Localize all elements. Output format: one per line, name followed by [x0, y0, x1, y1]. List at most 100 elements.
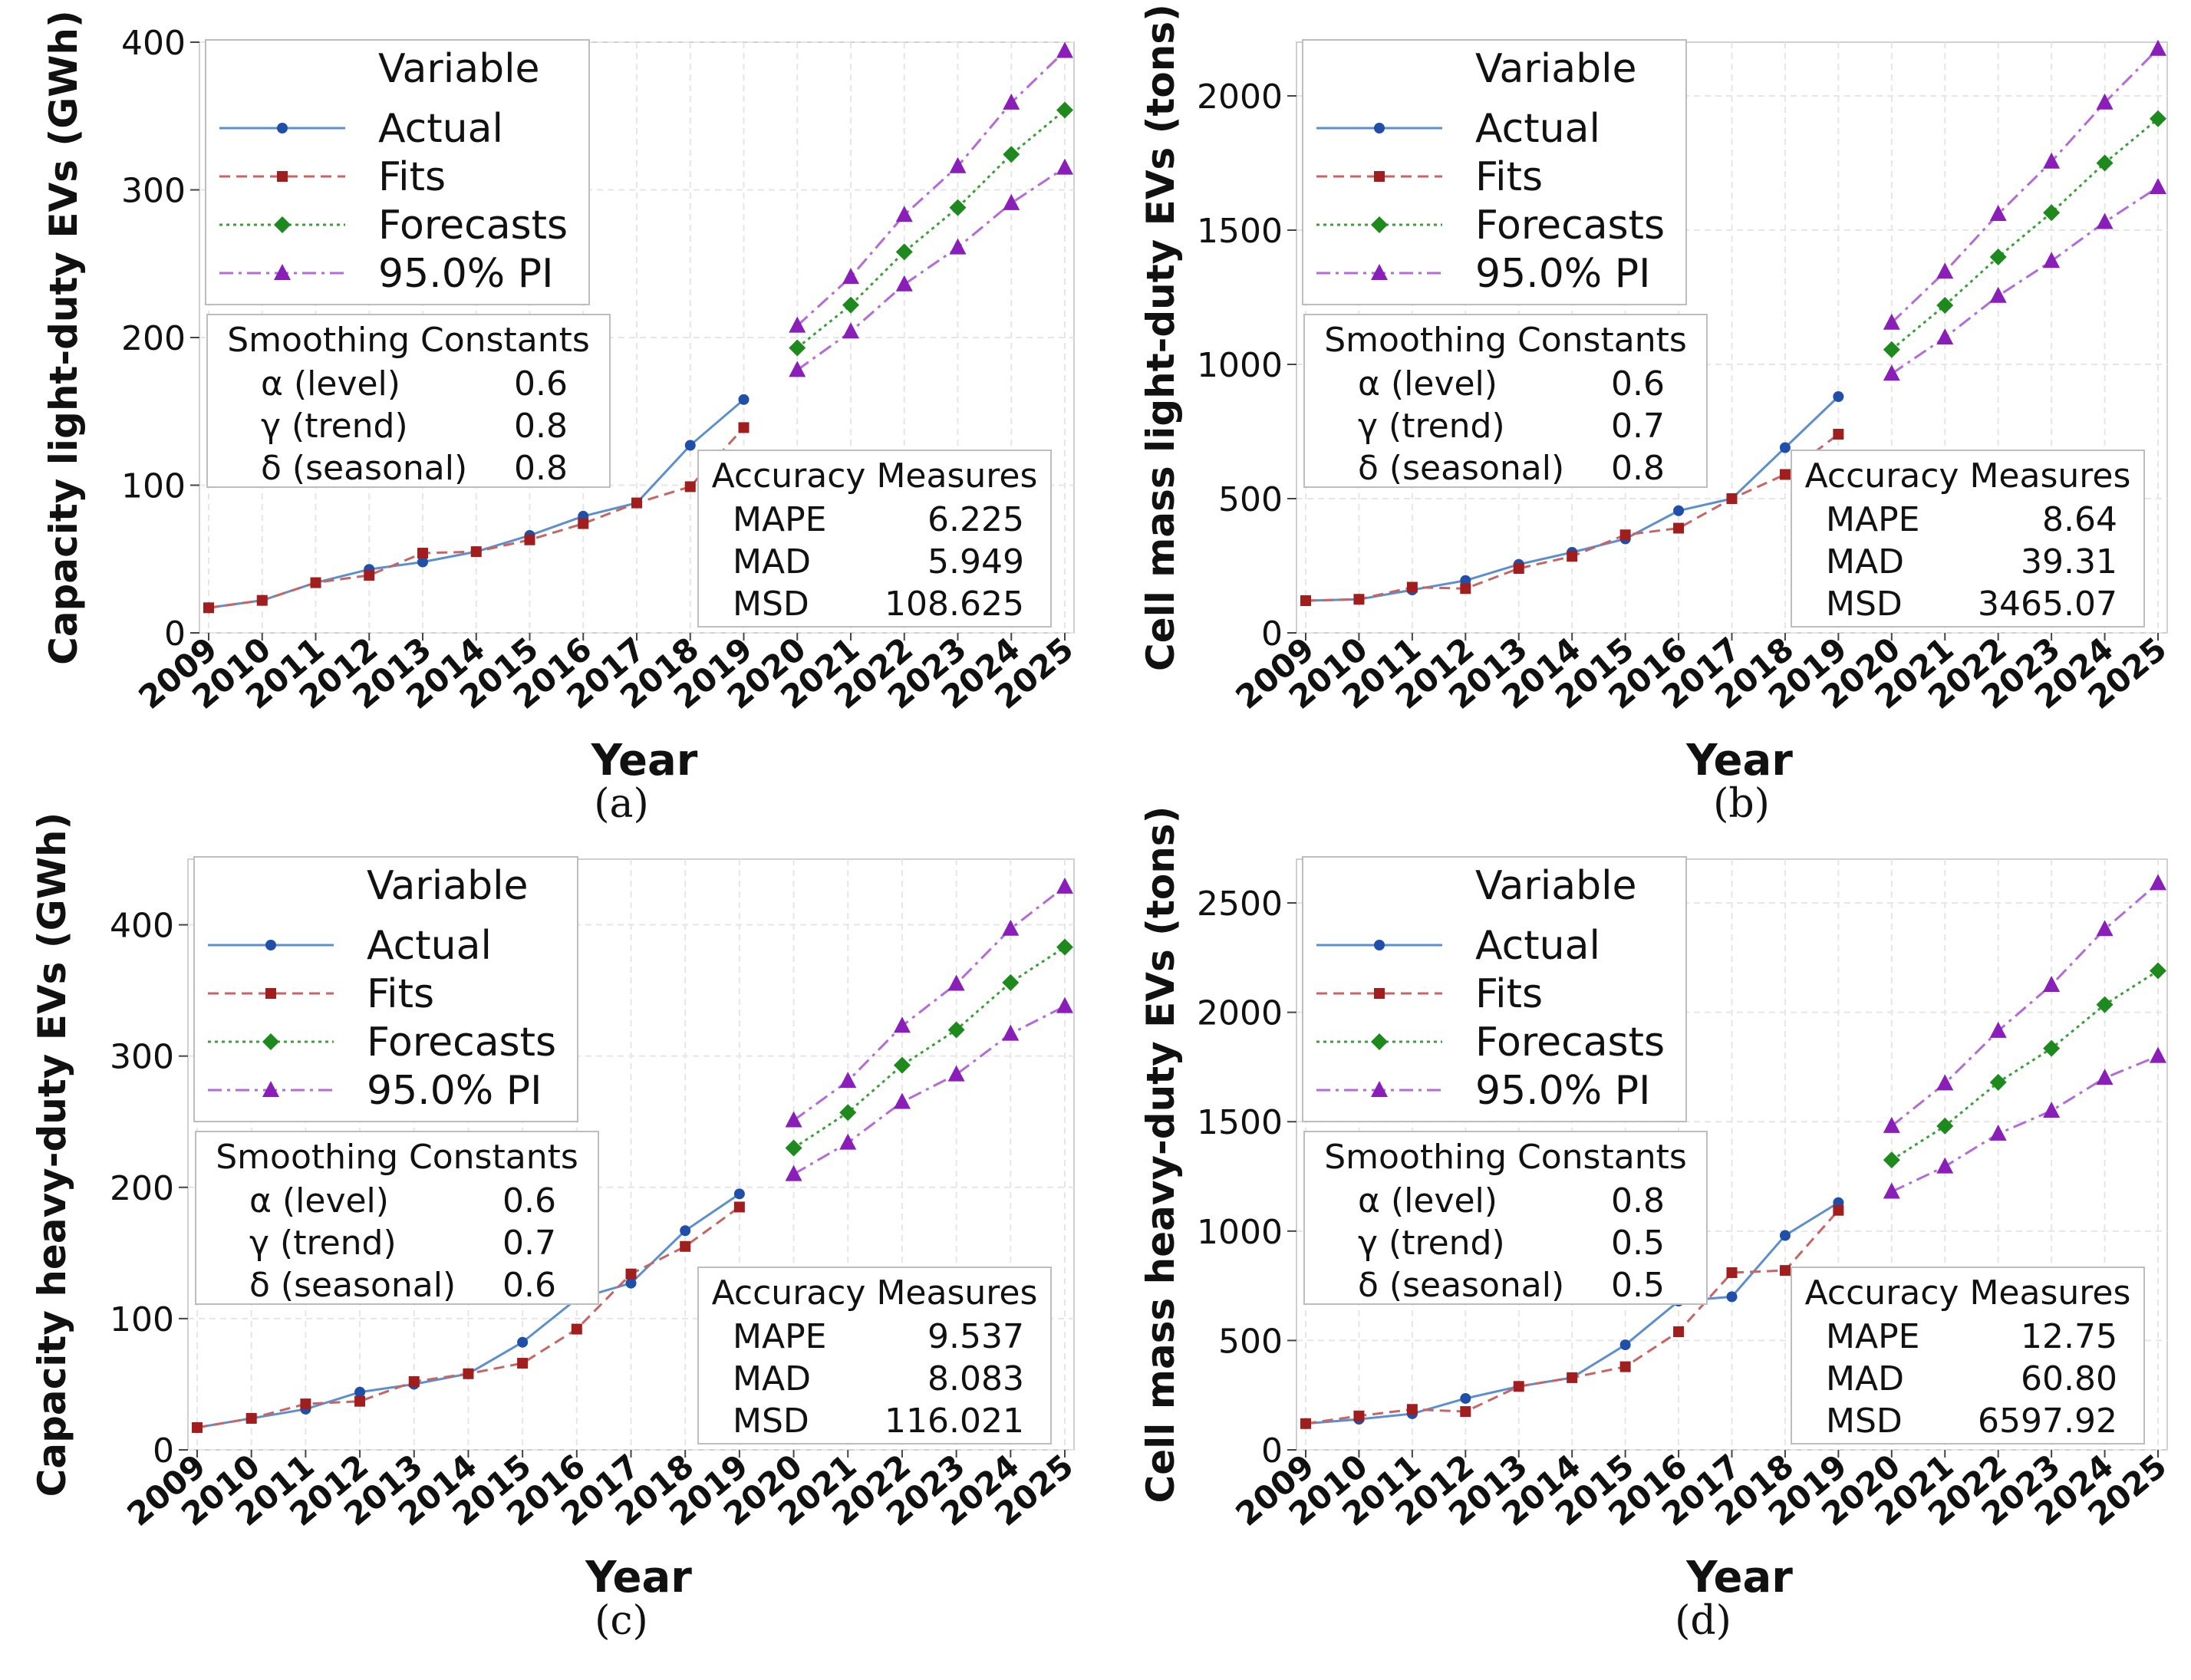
- data-point-actual: [684, 440, 696, 451]
- smoothing-param-value: 0.8: [514, 407, 568, 446]
- legend-label-pi-upper: 95.0% PI: [1475, 251, 1650, 297]
- legend-title: Variable: [378, 46, 540, 92]
- data-point-pi-lower: [2150, 178, 2166, 194]
- smoothing-param-value: 0.8: [514, 449, 568, 488]
- data-point-pi-lower: [2043, 252, 2061, 268]
- x-axis-label: Year: [1685, 736, 1793, 786]
- accuracy-metric-value: 12.75: [2021, 1317, 2117, 1356]
- data-point-forecasts: [839, 1104, 857, 1122]
- series-forecasts: [1883, 110, 2166, 358]
- data-point-fits: [524, 534, 535, 545]
- series-fits: [1300, 429, 1844, 606]
- smoothing-title: Smoothing Constants: [216, 1138, 578, 1177]
- data-point-forecasts: [842, 296, 859, 314]
- data-point-actual: [1460, 1392, 1471, 1404]
- accuracy-measures-box: Accuracy Measures MAPE 12.75 MAD 60.80 MSD 659…: [1791, 1267, 2145, 1444]
- smoothing-box: [1303, 1131, 1708, 1305]
- data-point-forecasts: [895, 243, 913, 261]
- series-forecasts: [1883, 962, 2166, 1169]
- y-tick-label: 1500: [1197, 212, 1283, 251]
- data-point-actual: [1779, 1230, 1791, 1241]
- legend-box: [205, 39, 590, 305]
- series-pi-upper: [789, 41, 1073, 333]
- accuracy-metric-value: 3465.07: [1978, 585, 2117, 624]
- smoothing-box: [1303, 314, 1708, 488]
- accuracy-box: [697, 1267, 1052, 1444]
- y-axis-label: Cell mass light-duty EVs (tons): [1138, 4, 1183, 671]
- legend-box: [193, 856, 578, 1122]
- data-point-pi-upper: [1936, 262, 1954, 279]
- legend-marker-fits: [1374, 171, 1385, 182]
- data-point-forecasts: [2043, 204, 2061, 222]
- data-point-pi-lower: [842, 322, 859, 339]
- y-tick-label: 500: [1218, 1322, 1283, 1361]
- data-point-fits: [684, 481, 696, 492]
- y-tick-label: 200: [110, 1169, 174, 1208]
- data-point-pi-upper: [895, 206, 913, 222]
- smoothing-param-value: 0.6: [514, 364, 568, 404]
- legend-marker-forecasts: [1371, 1033, 1388, 1050]
- series-fits: [1300, 1204, 1844, 1429]
- data-point-pi-lower: [2043, 1101, 2061, 1118]
- data-point-fits: [1567, 551, 1578, 562]
- data-point-pi-upper: [2096, 93, 2114, 110]
- accuracy-metric-value: 39.31: [2021, 542, 2117, 581]
- data-point-fits: [1353, 594, 1365, 605]
- smoothing-param-name: δ (seasonal): [261, 449, 467, 488]
- y-tick-label: 2500: [1197, 884, 1283, 924]
- data-point-pi-upper: [2150, 39, 2166, 56]
- data-point-pi-lower: [947, 1065, 965, 1082]
- legend-marker-pi-upper: [274, 264, 291, 280]
- data-point-fits: [1779, 469, 1791, 480]
- accuracy-title: Accuracy Measures: [712, 1273, 1038, 1313]
- smoothing-param-value: 0.7: [1611, 407, 1665, 446]
- smoothing-param-value: 0.8: [1611, 449, 1665, 488]
- data-point-fits: [1779, 1265, 1791, 1276]
- series-pi-lower: [789, 158, 1073, 377]
- data-point-fits: [1673, 1326, 1685, 1337]
- data-point-fits: [1353, 1410, 1365, 1421]
- smoothing-param-name: α (level): [261, 364, 400, 404]
- series-fits: [192, 1201, 745, 1433]
- legend-marker-fits: [1374, 988, 1385, 999]
- data-point-fits: [470, 546, 482, 558]
- chart-panel-3: 0500100015002000250020092010201120122013…: [1138, 806, 2173, 1644]
- smoothing-param-name: α (level): [1358, 364, 1497, 404]
- data-point-actual: [354, 1386, 366, 1398]
- accuracy-measures-box: Accuracy Measures MAPE 6.225 MAD 5.949 MSD 108…: [697, 450, 1052, 628]
- data-point-pi-upper: [1989, 205, 2007, 221]
- data-point-fits: [192, 1421, 203, 1433]
- data-point-forecasts: [893, 1056, 911, 1074]
- smoothing-param-name: δ (seasonal): [1358, 449, 1564, 488]
- data-point-forecasts: [2150, 110, 2166, 127]
- data-point-pi-lower: [895, 275, 913, 292]
- data-point-forecasts: [947, 1021, 965, 1039]
- x-axis-label: Year: [1685, 1553, 1793, 1603]
- data-point-pi-upper: [1936, 1074, 1954, 1091]
- data-point-pi-lower: [839, 1133, 857, 1150]
- accuracy-metric-name: MAD: [733, 1359, 811, 1398]
- smoothing-param-value: 0.6: [502, 1266, 556, 1305]
- data-point-pi-lower: [1883, 1182, 1900, 1199]
- data-point-fits: [631, 497, 642, 509]
- legend-marker-actual: [1374, 940, 1385, 950]
- chart-panel-1: 0500100015002000200920102011201220132014…: [1138, 4, 2173, 827]
- series-pi-upper: [1883, 39, 2166, 330]
- smoothing-param-name: α (level): [1358, 1181, 1497, 1220]
- legend-title: Variable: [367, 863, 529, 909]
- data-point-pi-upper: [1003, 93, 1020, 110]
- data-point-pi-lower: [1936, 328, 1954, 344]
- data-point-actual: [417, 556, 428, 568]
- x-axis-label: Year: [591, 736, 698, 786]
- data-point-fits: [1406, 1404, 1418, 1415]
- legend-marker-forecasts: [274, 216, 291, 233]
- data-point-fits: [1513, 1381, 1524, 1392]
- accuracy-metric-value: 8.64: [2042, 500, 2117, 539]
- accuracy-metric-value: 60.80: [2021, 1359, 2117, 1398]
- data-point-fits: [1619, 1361, 1631, 1372]
- chart-panel-2: 0100200300400200920102011201220132014201…: [30, 812, 1080, 1644]
- data-point-fits: [310, 577, 321, 588]
